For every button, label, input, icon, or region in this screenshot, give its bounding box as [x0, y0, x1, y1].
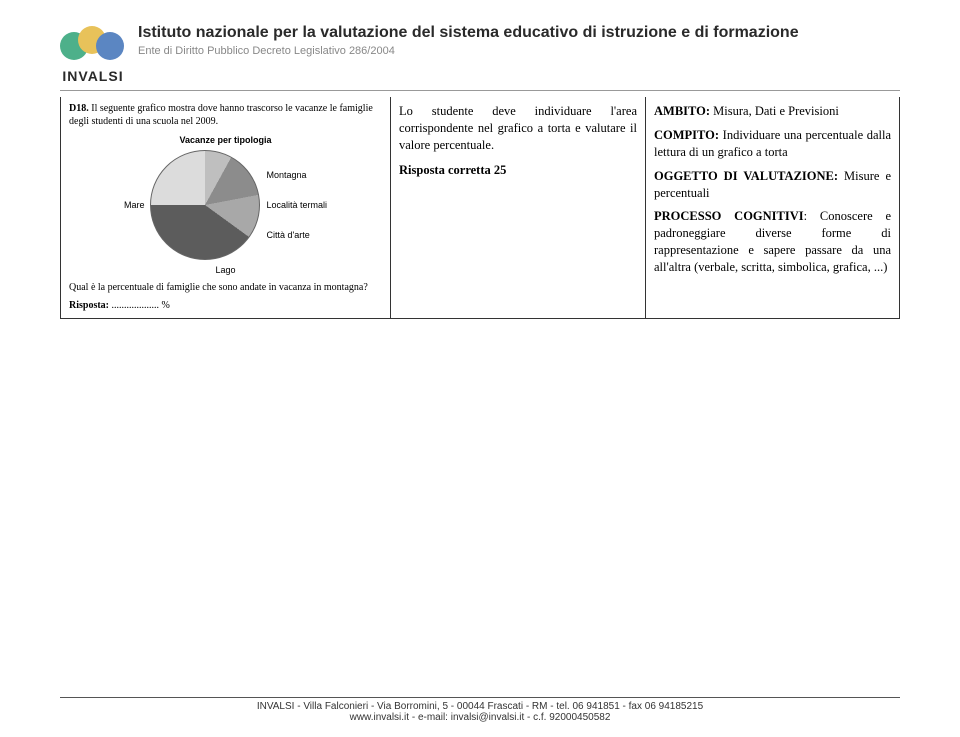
oggetto-label: OGGETTO DI VALUTAZIONE: — [654, 169, 838, 183]
response-line: Risposta: ................... % — [69, 299, 382, 313]
header-subtitle: Ente di Diritto Pubblico Decreto Legisla… — [138, 45, 799, 57]
header-titles: Istituto nazionale per la valutazione de… — [138, 20, 799, 57]
question-text: Il seguente grafico mostra dove hanno tr… — [69, 103, 373, 127]
footer-line-2: www.invalsi.it - e-mail: invalsi@invalsi… — [60, 712, 900, 723]
response-label: Risposta: — [69, 300, 109, 311]
pie-label-mare: Mare — [124, 199, 145, 211]
pie-label-citta: Città d'arte — [266, 229, 327, 241]
question-cell: D18. Il seguente grafico mostra dove han… — [61, 97, 391, 318]
logo-circles-icon — [60, 26, 126, 66]
footer-line-1: INVALSI - Villa Falconieri - Via Borromi… — [60, 701, 900, 712]
question-number: D18. — [69, 103, 89, 114]
page-header: INVALSI Istituto nazionale per la valuta… — [60, 20, 900, 91]
processo-label: PROCESSO COGNITIVI — [654, 209, 804, 223]
pie-chart: Mare Montagna Località termali Città d'a… — [69, 150, 382, 260]
explanation-cell: Lo studente deve individuare l'area corr… — [391, 97, 646, 318]
logo: INVALSI — [60, 26, 126, 84]
response-blank: ................... — [112, 300, 160, 311]
chart-title: Vacanze per tipologia — [69, 134, 382, 146]
document-page: INVALSI Istituto nazionale per la valuta… — [0, 0, 960, 319]
pie-center-col — [150, 150, 260, 260]
pie-graphic — [150, 150, 260, 260]
ambito-label: AMBITO: — [654, 104, 710, 118]
ambito-value: Misura, Dati e Previsioni — [713, 104, 839, 118]
footer-rule — [60, 697, 900, 698]
logo-circle-3 — [96, 32, 124, 60]
processo-row: PROCESSO COGNITIVI: Conoscere e padroneg… — [654, 208, 891, 276]
ambito-row: AMBITO: Misura, Dati e Previsioni — [654, 103, 891, 120]
compito-row: COMPITO: Individuare una percentuale dal… — [654, 127, 891, 161]
pie-label-montagna: Montagna — [266, 169, 327, 181]
logo-text: INVALSI — [62, 68, 123, 84]
question-prompt: D18. Il seguente grafico mostra dove han… — [69, 103, 382, 128]
correct-answer: Risposta corretta 25 — [399, 162, 637, 179]
content-row: D18. Il seguente grafico mostra dove han… — [60, 97, 900, 319]
compito-label: COMPITO: — [654, 128, 719, 142]
correct-answer-label: Risposta corretta 25 — [399, 163, 506, 177]
pie-label-lago: Lago — [69, 264, 382, 276]
page-footer: INVALSI - Villa Falconieri - Via Borromi… — [60, 697, 900, 723]
response-unit: % — [162, 300, 170, 311]
pie-right-labels: Montagna Località termali Città d'arte — [266, 169, 327, 241]
pie-label-termali: Località termali — [266, 199, 327, 211]
metadata-cell: AMBITO: Misura, Dati e Previsioni COMPIT… — [646, 97, 899, 318]
explanation-text: Lo studente deve individuare l'area corr… — [399, 103, 637, 154]
header-title: Istituto nazionale per la valutazione de… — [138, 24, 799, 42]
question-bottom: Qual è la percentuale di famiglie che so… — [69, 282, 382, 295]
oggetto-row: OGGETTO DI VALUTAZIONE: Misure e percent… — [654, 168, 891, 202]
